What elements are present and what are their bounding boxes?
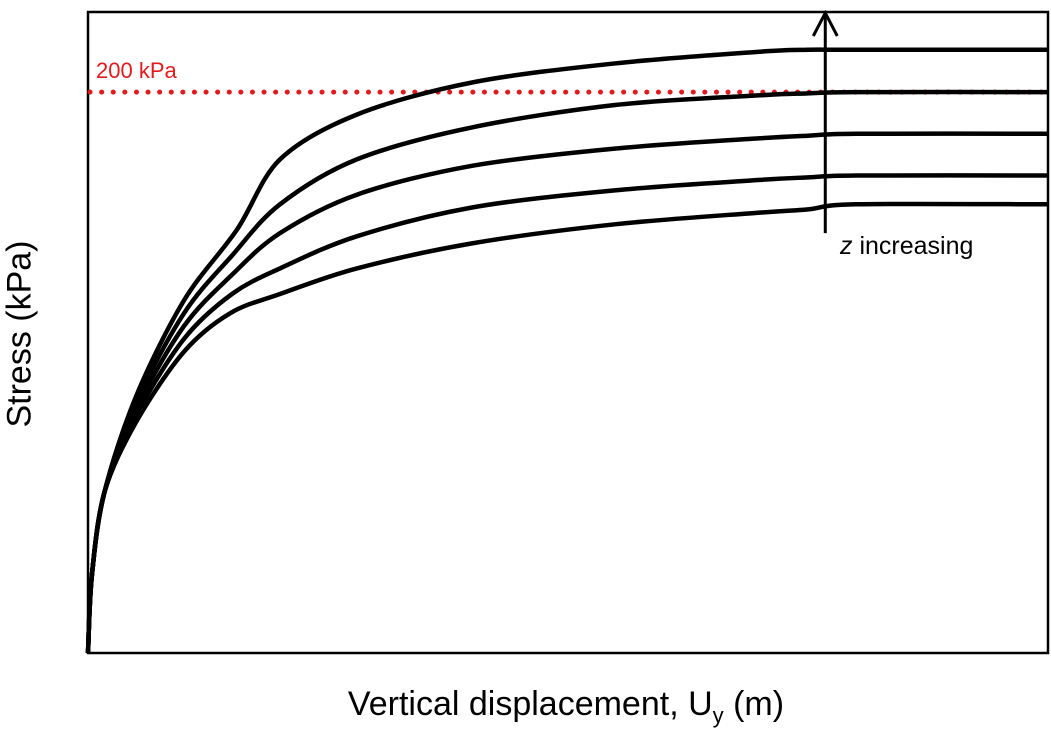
plot-frame xyxy=(86,10,1050,655)
stress-curve-1 xyxy=(85,47,1048,654)
x-axis-label: Vertical displacement, Uy (m) xyxy=(348,685,784,729)
z-increasing-annotation: z increasing xyxy=(840,232,973,261)
y-axis-label: Stress (kPa) xyxy=(0,240,39,428)
annotation-group xyxy=(811,9,839,234)
x-axis-label-subscript: y xyxy=(712,702,724,728)
stress-curve-3 xyxy=(85,131,1049,654)
reference-line-label: 200 kPa xyxy=(96,58,177,83)
x-axis-label-unit: (m) xyxy=(723,685,785,724)
z-increasing-arrowhead xyxy=(811,9,839,37)
series-group xyxy=(85,47,1049,654)
annotation-variable: z xyxy=(840,232,853,260)
annotation-text: increasing xyxy=(852,232,974,260)
stress-curve-5 xyxy=(85,201,1049,654)
x-axis-label-main: Vertical displacement, U xyxy=(347,685,713,724)
